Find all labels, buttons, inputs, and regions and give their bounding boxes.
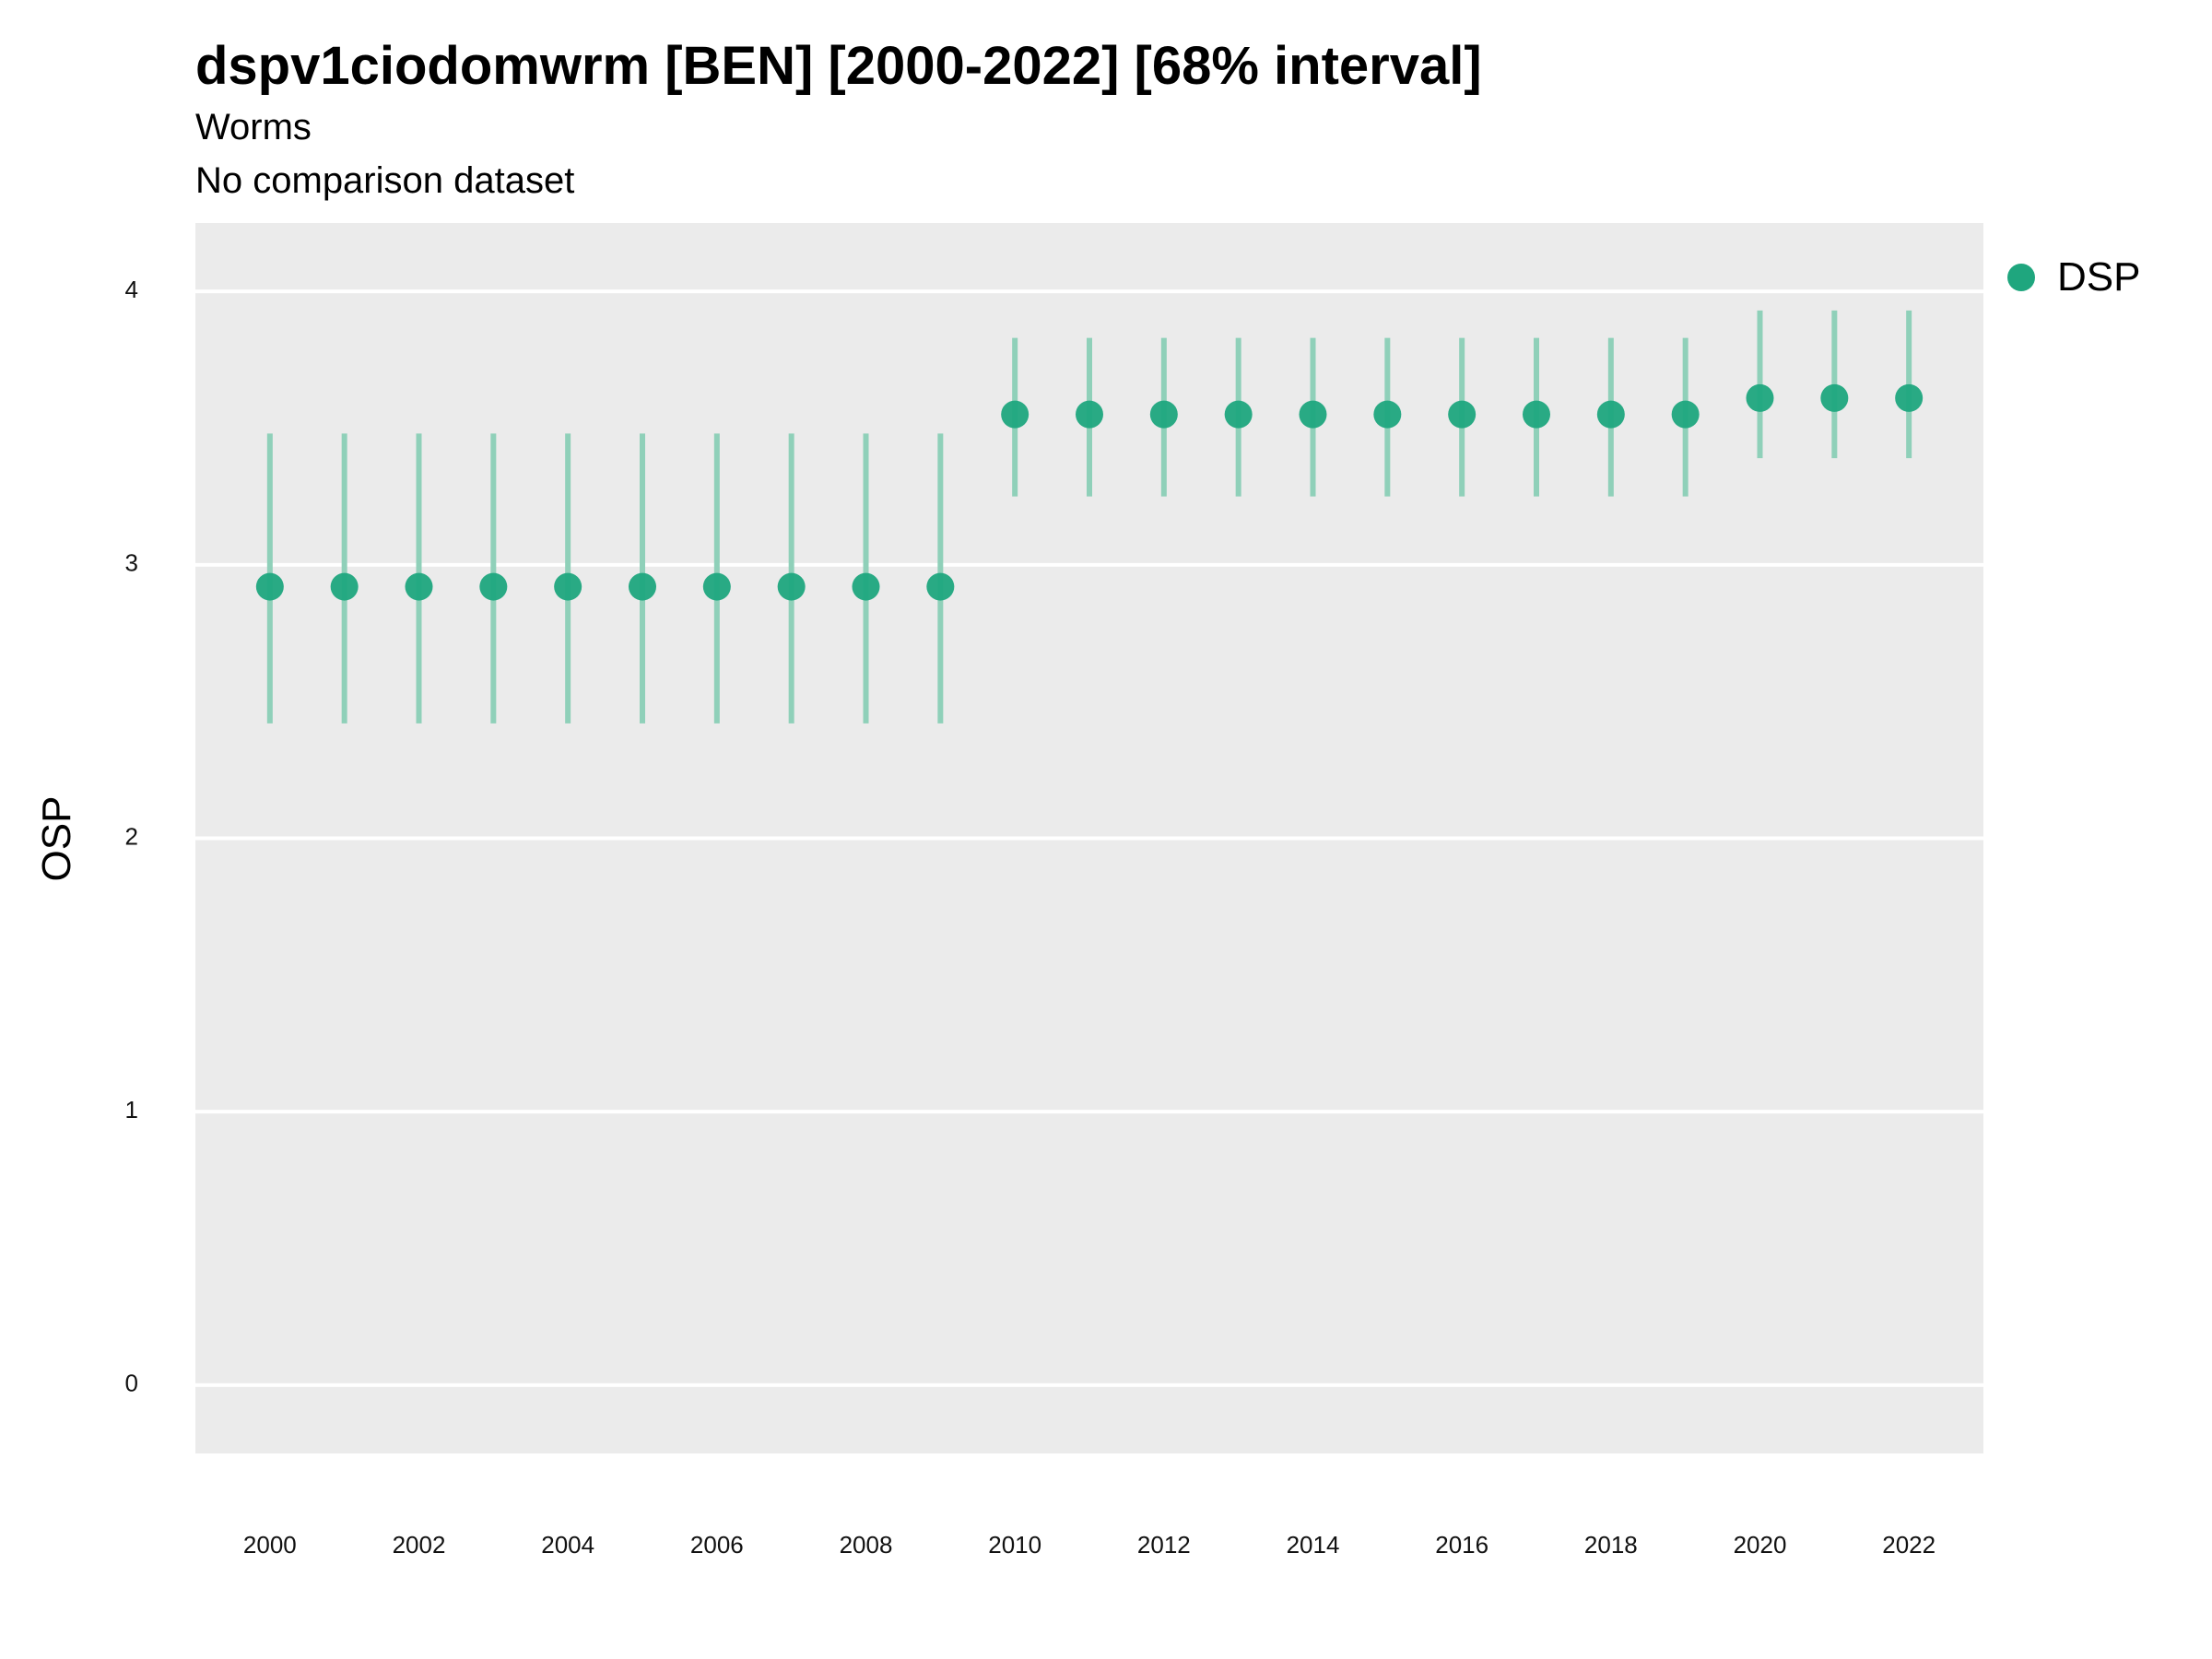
data-point-2003 (479, 572, 508, 601)
chart-caption: No comparison dataset (195, 160, 575, 201)
chart-subtitle: Worms (195, 107, 312, 147)
y-tick-label: 2 (125, 822, 138, 850)
data-point-2014 (1299, 400, 1327, 429)
data-point-2010 (1001, 400, 1030, 429)
x-tick-label: 2006 (690, 1531, 744, 1559)
data-point-2020 (1746, 383, 1774, 412)
legend-label-dsp: DSP (2057, 254, 2141, 300)
y-tick-labels: 0 1 2 3 4 (125, 276, 138, 1397)
data-point-2008 (852, 572, 880, 601)
data-point-2015 (1373, 400, 1402, 429)
x-tick-label: 2002 (393, 1531, 446, 1559)
y-tick-label: 1 (125, 1096, 138, 1124)
x-tick-label: 2018 (1584, 1531, 1638, 1559)
legend: DSP (2007, 254, 2140, 300)
data-point-2016 (1448, 400, 1477, 429)
data-point-2021 (1820, 383, 1849, 412)
x-tick-label: 2016 (1435, 1531, 1488, 1559)
x-tick-label: 2022 (1882, 1531, 1936, 1559)
data-point-2004 (554, 572, 582, 601)
data-point-2002 (405, 572, 433, 601)
data-point-2005 (629, 572, 656, 601)
legend-key-dsp (2007, 264, 2035, 291)
data-point-2013 (1224, 400, 1253, 429)
data-point-2001 (330, 572, 359, 601)
data-point-2006 (702, 572, 731, 601)
data-point-2012 (1149, 400, 1178, 429)
x-tick-label: 2010 (988, 1531, 1041, 1559)
y-tick-label: 4 (125, 276, 138, 303)
data-point-2017 (1523, 400, 1550, 429)
x-tick-label: 2014 (1287, 1531, 1340, 1559)
y-tick-label: 0 (125, 1370, 138, 1397)
x-tick-label: 2008 (840, 1531, 893, 1559)
data-point-2018 (1596, 400, 1625, 429)
x-tick-labels: 2000 2002 2004 2006 2008 2010 2012 2014 2016 2018… (243, 1531, 1936, 1559)
x-tick-label: 2020 (1734, 1531, 1787, 1559)
data-point-2007 (777, 572, 806, 601)
data-point-2000 (255, 572, 284, 601)
data-point-2022 (1895, 383, 1924, 412)
x-tick-label: 2004 (541, 1531, 594, 1559)
data-point-2019 (1671, 400, 1700, 429)
x-tick-label: 2000 (243, 1531, 297, 1559)
data-point-2009 (926, 572, 955, 601)
gridlines (195, 289, 1983, 1387)
chart-title: dspv1ciodomwrm [BEN] [2000-2022] [68% in… (195, 36, 1482, 96)
x-tick-label: 2012 (1137, 1531, 1191, 1559)
data-points (255, 383, 1924, 601)
data-point-2011 (1076, 400, 1103, 429)
y-tick-label: 3 (125, 549, 138, 577)
